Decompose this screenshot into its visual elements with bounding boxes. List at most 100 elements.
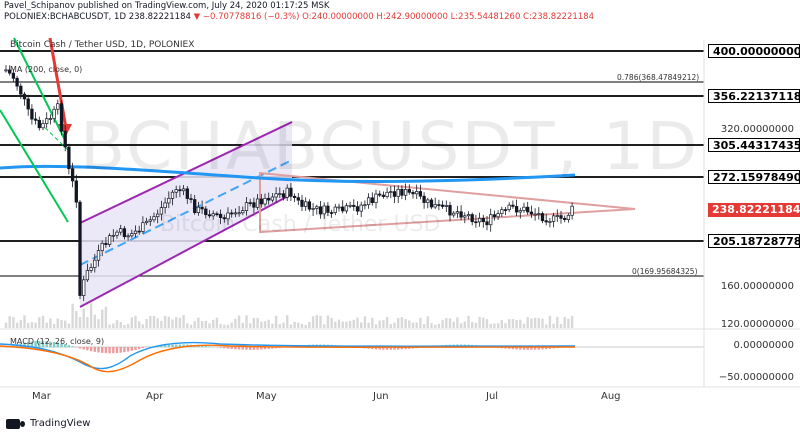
macd-hist-bar [52, 342, 56, 348]
volume-bar [8, 316, 11, 328]
candle-body [370, 197, 374, 204]
candle-body [211, 213, 215, 217]
macd-hist-bar [30, 341, 34, 348]
candle-body [559, 215, 563, 219]
candle-body [200, 206, 204, 210]
axis-label-macd-neg50: −50.00000000 [718, 372, 794, 383]
candle-body [267, 197, 271, 201]
candle-body [163, 202, 167, 209]
candle-body [263, 197, 267, 205]
macd-hist-bar [34, 341, 37, 348]
price-tag-current: 238.82221184 [708, 203, 800, 217]
candle-body [63, 130, 67, 148]
axis-label-160: 160.00000000 [720, 281, 794, 292]
price-tag-272: 272.15978490 [708, 170, 800, 184]
candle-body [396, 188, 400, 197]
volume-bar [445, 318, 448, 328]
volume-bar [326, 315, 330, 328]
ma-legend[interactable]: MA (200, close, 0) [10, 65, 83, 74]
candle-body [400, 188, 404, 196]
candle-body [533, 213, 537, 216]
macd-hist-bar [171, 344, 174, 348]
volume-bar [367, 322, 370, 328]
candle-body [344, 205, 349, 212]
candle-body [133, 230, 138, 235]
candle-body [237, 212, 241, 215]
candle-body [33, 118, 38, 121]
volume-bar [300, 324, 304, 328]
macd-hist-bar [548, 347, 552, 349]
volume-bar [171, 319, 174, 328]
candle-body [341, 206, 345, 212]
candle-body [244, 202, 249, 211]
candle-body [429, 199, 434, 208]
candle-body [156, 213, 160, 218]
macd-hist-bar [204, 345, 207, 348]
volume-bar [397, 318, 400, 328]
chart-title: Bitcoin Cash / Tether USD, 1D, POLONIEX [10, 40, 195, 50]
volume-bar [522, 323, 526, 328]
candle-body [30, 108, 34, 120]
macd-hist-bar [138, 347, 141, 349]
candle-body [500, 209, 504, 214]
candle-body [248, 202, 252, 204]
macd-hist-bar [112, 347, 115, 354]
macd-hist-bar [134, 347, 137, 350]
candle-body [570, 205, 574, 216]
tradingview-brand[interactable]: TradingView [6, 418, 90, 429]
volume-bar [141, 324, 145, 328]
volume-bar [474, 322, 478, 328]
month-may: May [256, 391, 277, 402]
macd-hist-bar [104, 347, 108, 354]
macd-hist-bar [237, 347, 241, 350]
candle-body [455, 211, 460, 214]
candlesticks [4, 65, 574, 301]
macd-hist-bar [64, 344, 67, 348]
volume-bar [19, 320, 22, 328]
macd-hist-bar [504, 347, 507, 349]
candle-body [22, 93, 27, 100]
macd-hist-bar [219, 347, 222, 348]
volume-bar [49, 318, 52, 328]
volume-bar [482, 317, 485, 328]
macd-legend[interactable]: MACD (12, 26, close, 9) [10, 337, 105, 346]
candle-body [255, 198, 260, 208]
macd-hist-bar [97, 347, 100, 353]
volume-bar [34, 322, 37, 328]
volume-bar [274, 315, 278, 328]
candle-body [259, 198, 263, 205]
volume-bar [374, 324, 378, 328]
volume-bar [271, 323, 274, 328]
volume-bar [567, 318, 570, 328]
candle-body [437, 204, 441, 206]
volume-bar [352, 319, 355, 328]
candle-body [152, 216, 156, 221]
macd-hist-bar [49, 341, 52, 348]
volume-bar [278, 324, 281, 328]
macd-hist-bar [511, 347, 515, 350]
volume-bar [52, 324, 56, 328]
macd-hist-bar [522, 347, 526, 350]
candle-body [315, 206, 319, 209]
macd-hist-bar [397, 347, 400, 350]
candle-body [119, 228, 123, 233]
candle-body [159, 207, 164, 215]
candle-body [111, 234, 115, 237]
volume-bar [234, 318, 237, 328]
volume-bar [378, 320, 381, 328]
candle-body [496, 213, 500, 218]
candle-body [381, 194, 386, 197]
price-change: ▼ −0.70778816 (−0.3%) [193, 12, 300, 22]
candle-body [337, 206, 341, 209]
volume-bar [382, 320, 385, 328]
volume-bar [441, 320, 444, 328]
volume-bar [189, 324, 193, 328]
volume-bar [226, 324, 230, 328]
macd-hist-bar [389, 347, 392, 350]
macd-hist-bar [60, 343, 63, 348]
candle-body [411, 192, 415, 195]
volume-bar [115, 320, 119, 328]
candle-body [100, 242, 104, 251]
volume-bar [541, 318, 544, 328]
